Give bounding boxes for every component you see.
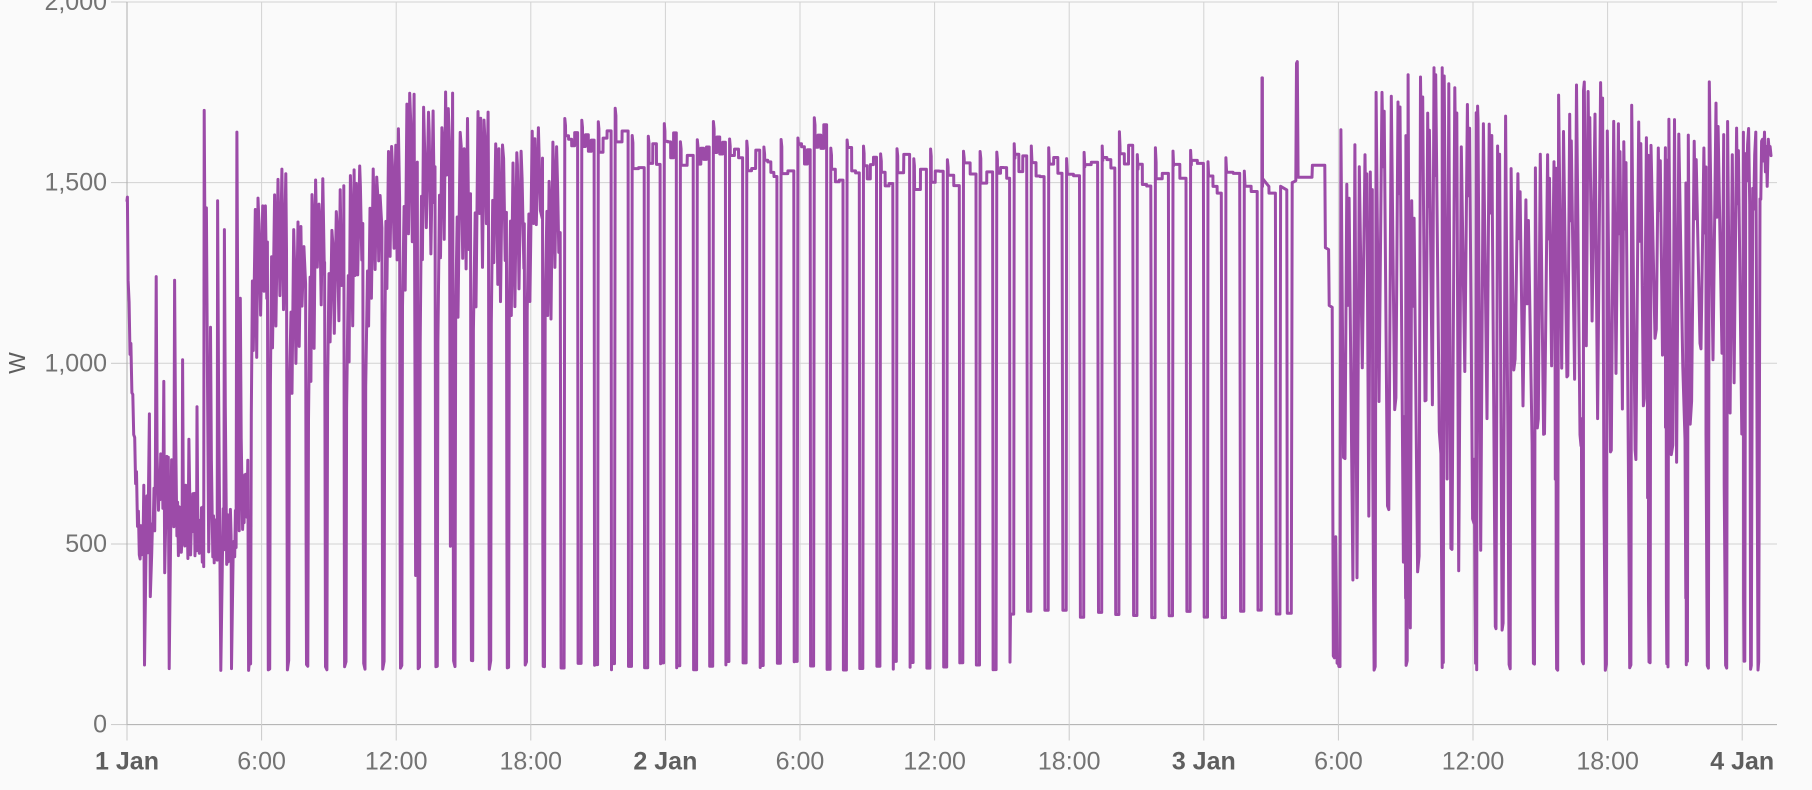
svg-text:500: 500 (65, 530, 107, 558)
svg-text:1 Jan: 1 Jan (95, 748, 159, 776)
svg-text:4 Jan: 4 Jan (1710, 748, 1774, 776)
svg-text:W: W (4, 352, 30, 374)
svg-text:2 Jan: 2 Jan (633, 748, 697, 776)
svg-text:18:00: 18:00 (1576, 748, 1639, 776)
svg-text:0: 0 (93, 711, 107, 739)
svg-text:12:00: 12:00 (1442, 748, 1505, 776)
svg-text:1,500: 1,500 (44, 169, 107, 197)
svg-text:12:00: 12:00 (365, 748, 428, 776)
svg-text:18:00: 18:00 (500, 748, 563, 776)
svg-text:3 Jan: 3 Jan (1172, 748, 1236, 776)
svg-text:1,000: 1,000 (44, 349, 107, 377)
svg-text:12:00: 12:00 (903, 748, 966, 776)
svg-text:6:00: 6:00 (776, 748, 825, 776)
svg-text:6:00: 6:00 (237, 748, 286, 776)
svg-text:18:00: 18:00 (1038, 748, 1101, 776)
svg-text:2,000: 2,000 (44, 0, 107, 16)
svg-text:6:00: 6:00 (1314, 748, 1363, 776)
